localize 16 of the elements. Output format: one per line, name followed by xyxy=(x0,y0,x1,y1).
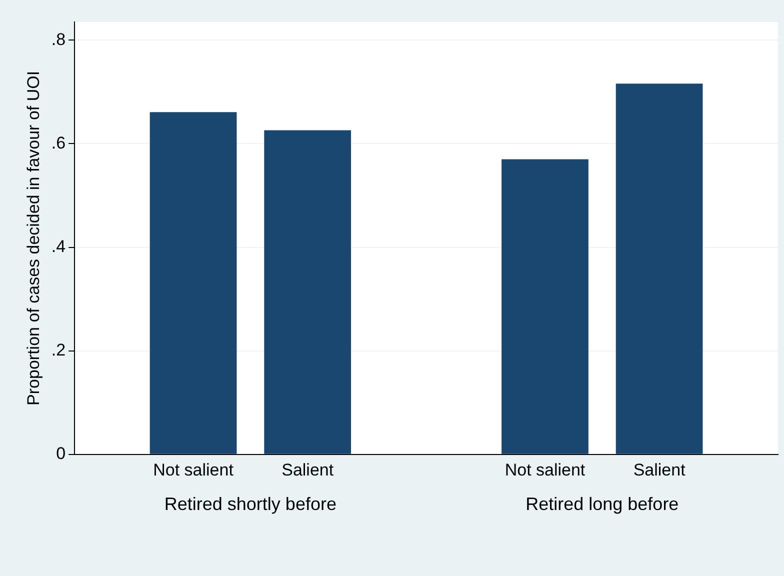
y-tick-label: 0 xyxy=(56,444,66,464)
bar xyxy=(150,112,237,454)
x-tick-label: Retired long before xyxy=(526,494,679,514)
x-tick-label: Retired shortly before xyxy=(164,494,336,514)
y-tick-label: .2 xyxy=(51,340,66,360)
y-tick-label: .6 xyxy=(51,133,66,152)
y-tick-label: .8 xyxy=(51,30,66,49)
series-label: Salient xyxy=(282,460,334,480)
text: Not salient xyxy=(504,460,586,480)
bar xyxy=(616,84,703,454)
y-axis-title: Proportion of cases decided in favour of UOI xyxy=(24,70,43,406)
text: Salient xyxy=(633,460,686,480)
series-label: Not salient xyxy=(153,460,234,480)
y-tick-label: .4 xyxy=(51,236,66,256)
bar xyxy=(264,130,352,454)
bar xyxy=(502,159,588,454)
